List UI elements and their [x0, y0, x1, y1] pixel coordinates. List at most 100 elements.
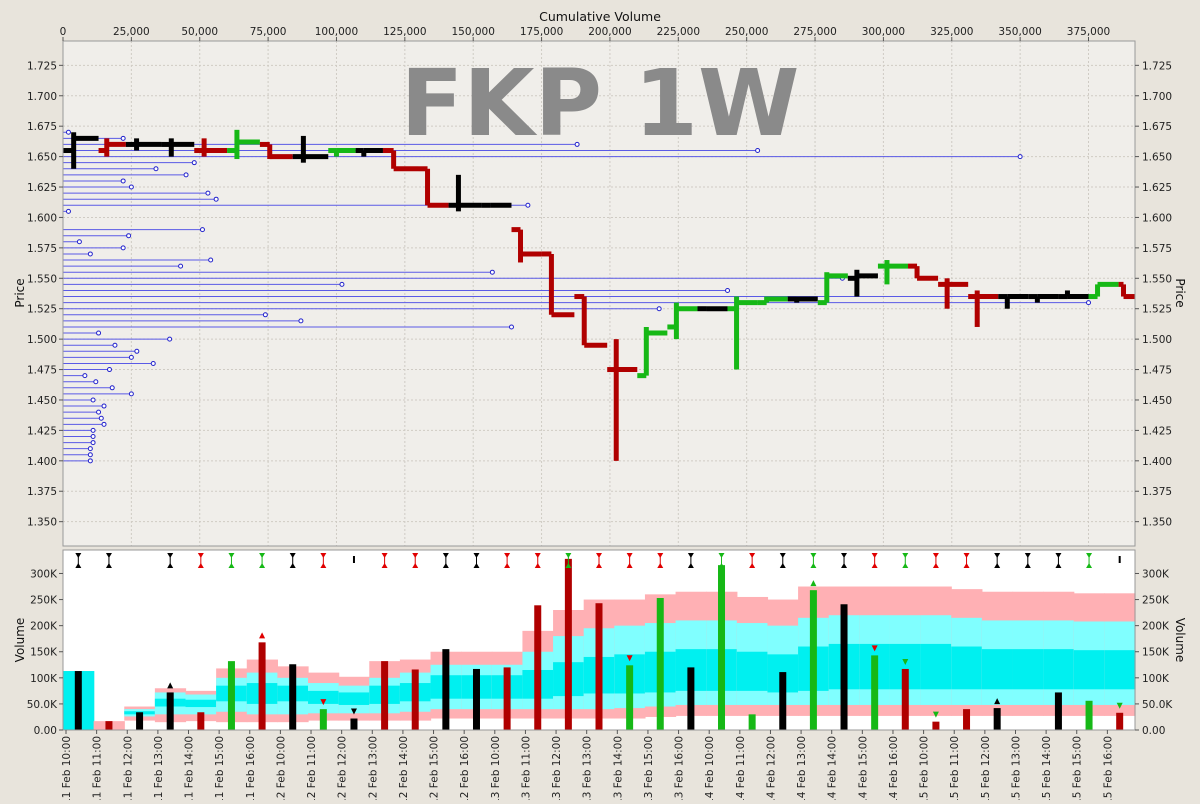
price-bar [637, 326, 668, 379]
price-y-tick-label: 1.375 [1142, 486, 1172, 498]
volume-x-tick-label: 14 Feb 15:00 [857, 736, 869, 800]
price-bar [938, 278, 969, 309]
header-signal-top [442, 553, 449, 558]
header-signal-bottom [105, 563, 112, 568]
price-plot-area [63, 41, 1135, 546]
volume-header-signals [75, 553, 1121, 568]
price-bar [448, 174, 482, 212]
volume-x-tick-label: 14 Feb 10:00 [704, 736, 716, 800]
volume-bar [871, 655, 879, 730]
price-bar [1028, 294, 1059, 303]
profile-marker [90, 427, 96, 433]
header-signal-top [105, 553, 112, 558]
volume-band-inner [1043, 649, 1075, 690]
volume-y-tick-label: 250K [30, 595, 58, 607]
volume-y-tick-label: 150K [1142, 647, 1170, 659]
profile-marker [489, 269, 495, 275]
price-bar [355, 148, 383, 157]
volume-bar [442, 649, 450, 730]
volume-bar [748, 714, 756, 730]
price-plot-frame [62, 40, 1136, 547]
volume-y-tick-label: 100K [1142, 673, 1170, 685]
volume-signal-marker [259, 632, 266, 639]
volume-x-tick-label: 11 Feb 10:00 [61, 736, 73, 800]
price-x-tick-label: 25,000 [113, 26, 150, 38]
profile-marker [134, 348, 140, 354]
profile-marker [339, 281, 345, 287]
profile-marker [87, 446, 93, 452]
volume-bar [105, 721, 113, 730]
price-x-tick-label: 300,000 [862, 26, 905, 38]
volume-plot-frame [62, 549, 1136, 731]
profile-marker [76, 239, 82, 245]
price-bar [292, 135, 329, 163]
header-signal-top [749, 553, 756, 558]
volume-signal-marker [167, 682, 174, 689]
profile-marker [96, 409, 102, 415]
volume-signal-marker [320, 699, 327, 706]
header-signal-bottom [718, 563, 725, 568]
volume-x-tick-label: 14 Feb 16:00 [888, 736, 900, 800]
volume-bar [626, 665, 634, 730]
price-y-ticks-right: 1.350 1.375 1.400 1.425 1.450 1.475 1.500 1.525… [1135, 60, 1172, 529]
volume-x-tick-label: 15 Feb 12:00 [980, 736, 992, 800]
price-y-tick-label: 1.600 [27, 212, 57, 224]
volume-band-inner [920, 643, 952, 690]
header-signal [534, 553, 541, 568]
header-signal [718, 553, 725, 568]
header-signal-bottom [228, 563, 235, 568]
profile-marker [87, 458, 93, 464]
header-signal-bottom [289, 563, 296, 568]
price-bar [968, 290, 999, 327]
header-signal-top [841, 553, 848, 558]
header-signal-top [259, 553, 266, 558]
profile-marker [126, 233, 132, 239]
volume-x-tick-label: 14 Feb 12:00 [765, 736, 777, 800]
volume-bar [258, 642, 266, 730]
profile-marker [656, 306, 662, 312]
header-signal-bottom [932, 563, 939, 568]
price-y-tick-label: 1.625 [27, 182, 57, 194]
header-signal-bottom [687, 563, 694, 568]
volume-band [1073, 593, 1105, 716]
price-y-tick-label: 1.700 [27, 91, 57, 103]
volume-band [736, 596, 769, 716]
price-y-tick-label: 1.525 [27, 304, 57, 316]
volume-bar [227, 661, 235, 730]
header-signal [810, 553, 817, 568]
price-y-tick-label: 1.625 [1142, 182, 1172, 194]
volume-y-tick-label: 200K [1142, 621, 1170, 633]
volume-bar [1116, 712, 1124, 730]
volume-x-tick-label: 15 Feb 13:00 [1010, 736, 1022, 800]
profile-marker [298, 318, 304, 324]
volume-x-tick-label: 11 Feb 13:00 [153, 736, 165, 800]
volume-y-ticks-right: 0.00 50.0K 100K 150K 200K 250K 300K [1135, 568, 1173, 737]
header-signal-bottom [657, 563, 664, 568]
header-signal-top [994, 553, 1001, 558]
price-bar [125, 138, 162, 151]
header-signal-top [626, 553, 633, 558]
profile-marker [128, 391, 134, 397]
header-signal-bottom [504, 563, 511, 568]
volume-signal-marker [1116, 702, 1123, 709]
profile-marker [101, 403, 107, 409]
price-y-tick-label: 1.400 [1142, 456, 1172, 468]
volume-x-tick-label: 13 Feb 16:00 [674, 736, 686, 800]
volume-bar [197, 712, 205, 730]
profile-marker [90, 433, 96, 439]
header-signal-top [197, 553, 204, 558]
profile-marker [262, 312, 268, 318]
price-bar [998, 294, 1029, 309]
volume-band [1104, 593, 1136, 716]
volume-signal-marker [626, 655, 633, 662]
price-x-tick-label: 325,000 [930, 26, 973, 38]
volume-signal-marker [902, 658, 909, 665]
volume-y-tick-label: 100K [30, 673, 58, 685]
volume-band [920, 586, 952, 716]
price-y-tick-label: 1.700 [1142, 91, 1172, 103]
volume-band-inner [308, 690, 340, 704]
header-signal [749, 553, 756, 568]
volume-bar [381, 661, 389, 730]
header-signal-top [412, 553, 419, 558]
profile-marker [93, 379, 99, 385]
